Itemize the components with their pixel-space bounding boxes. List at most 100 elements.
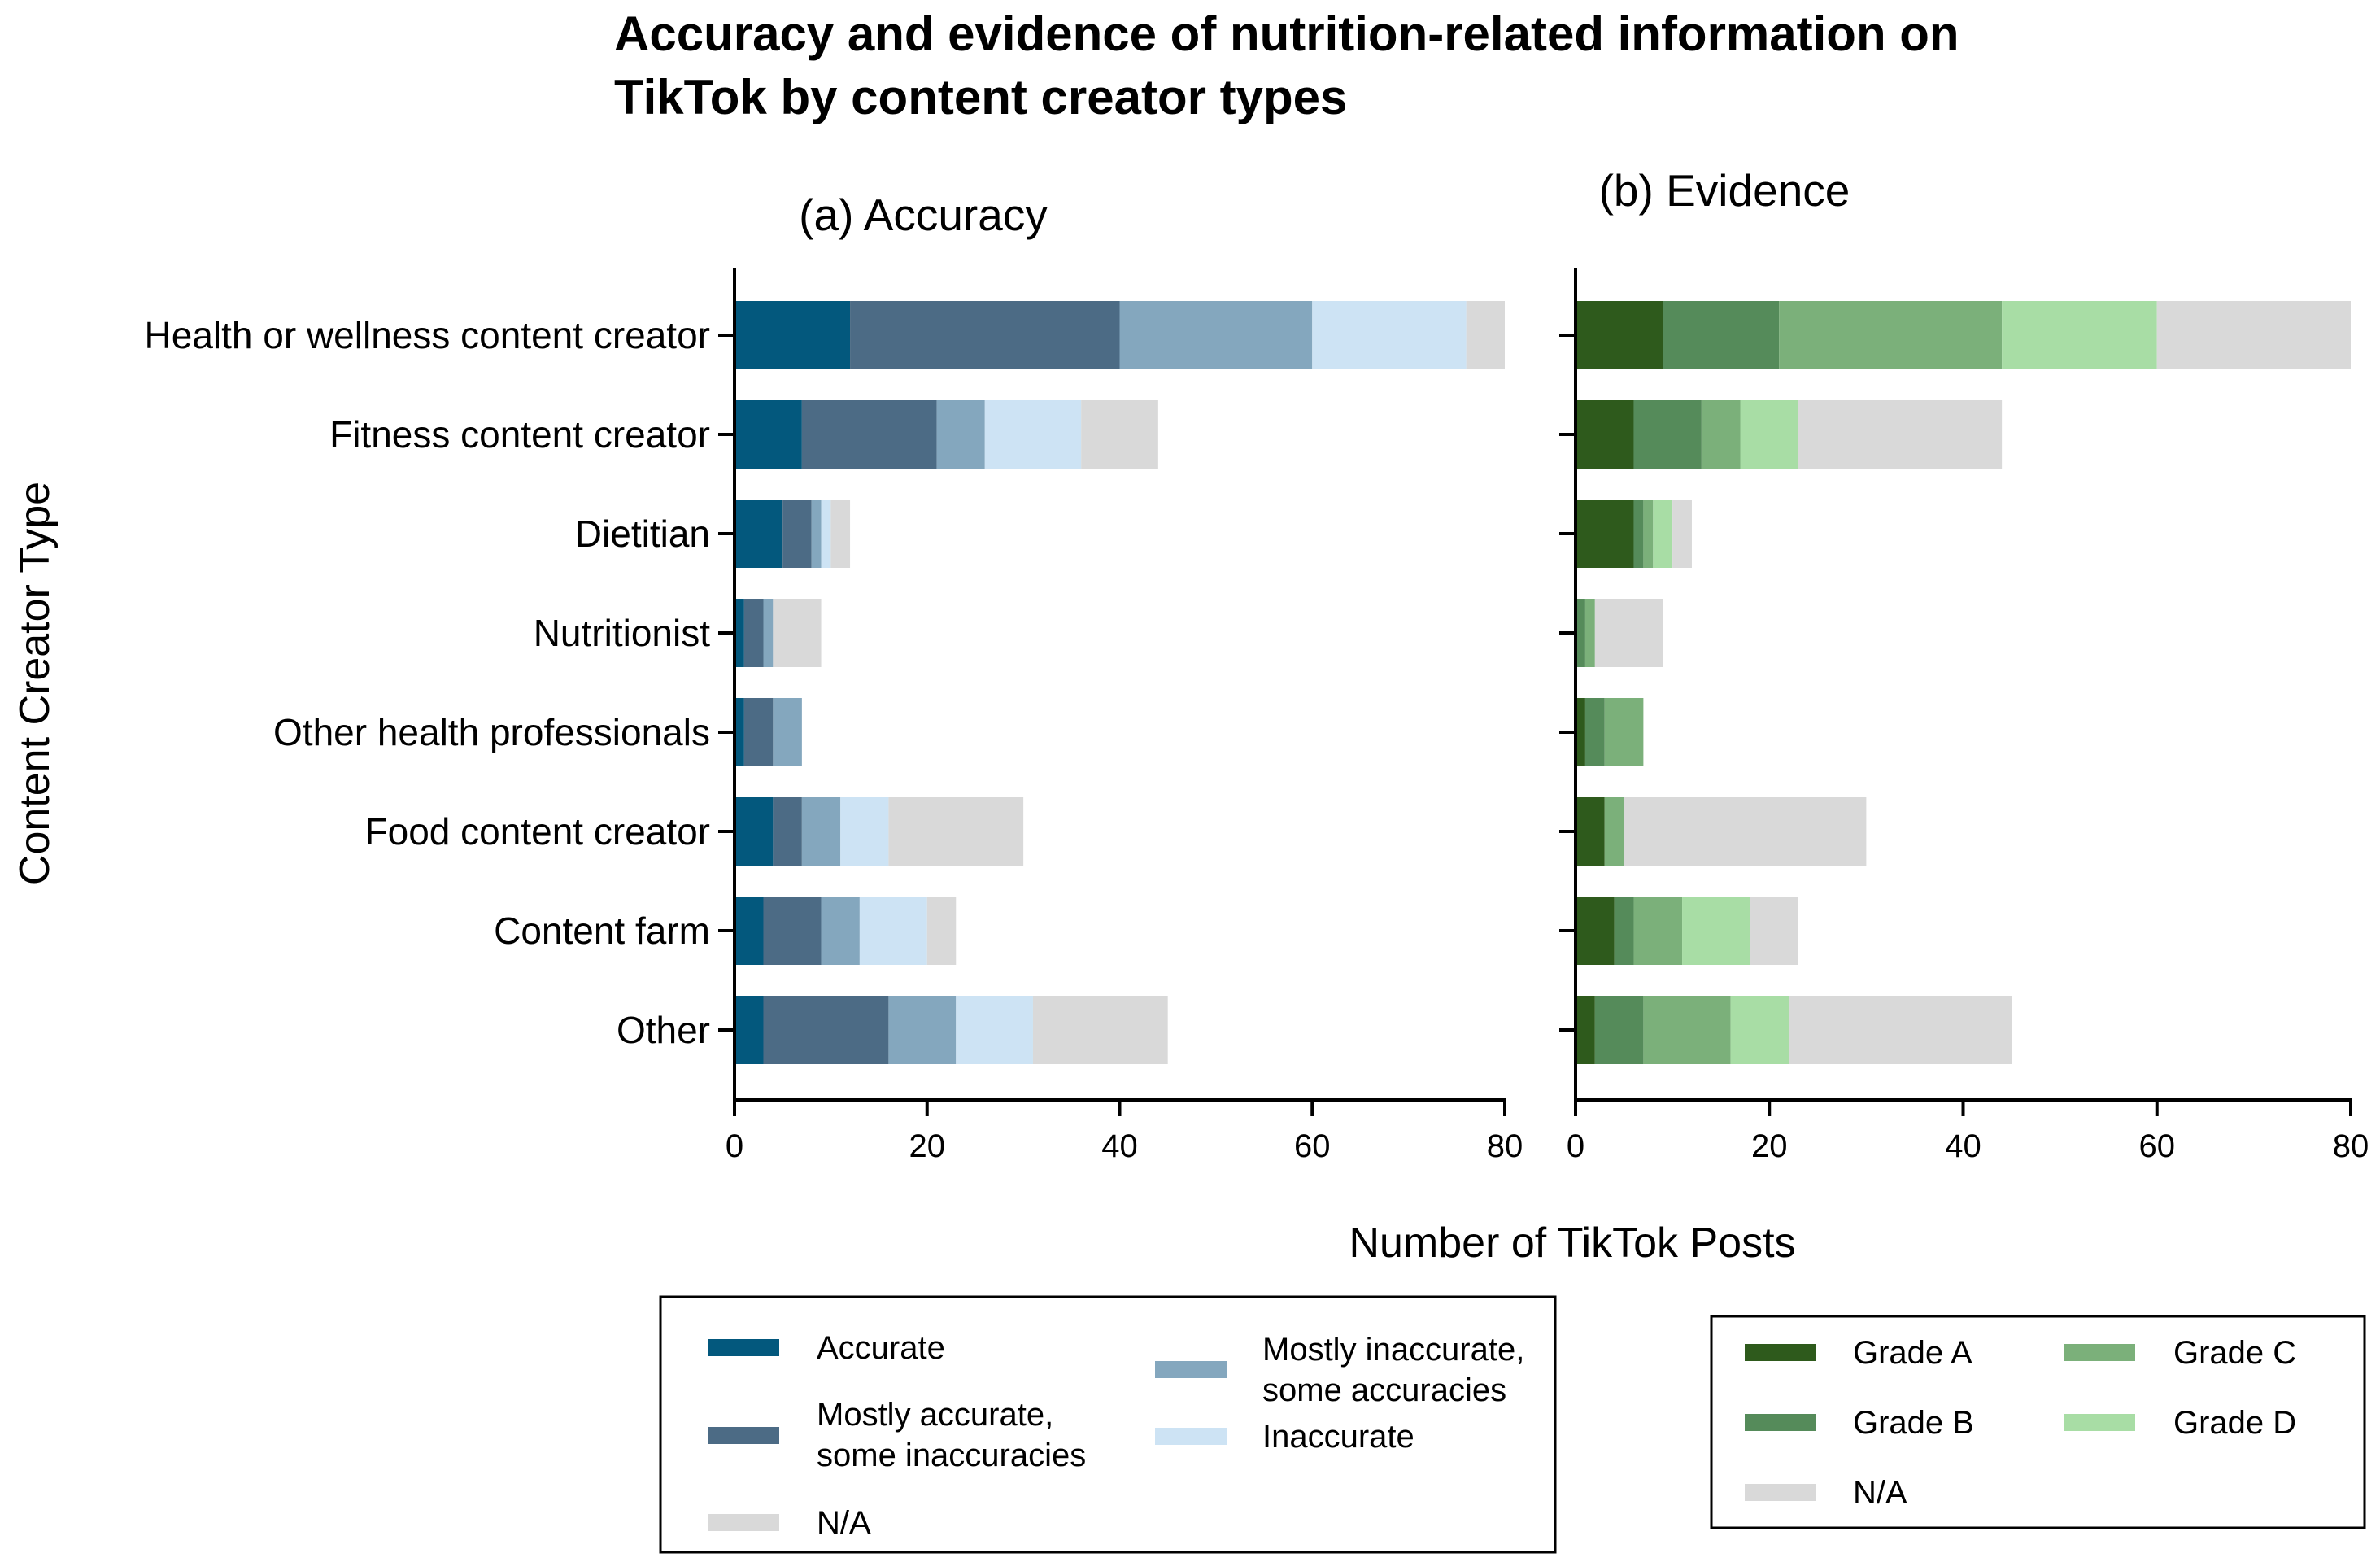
bar-b-fitness-content-creator-n-a	[1798, 400, 2003, 469]
bar-a-other-accurate	[734, 996, 764, 1064]
bar-a-fitness-content-creator-mostly-accurate-some-inaccuracies	[801, 400, 937, 469]
bar-a-dietitian-accurate	[734, 500, 783, 568]
bar-a-other-health-professionals-mostly-inaccurate-some-accuracies	[773, 698, 802, 766]
bar-a-health-or-wellness-content-creator-mostly-inaccurate-some-accuracies	[1119, 301, 1313, 369]
category-label-fitness-content-creator: Fitness content creator	[329, 413, 710, 456]
category-label-nutritionist: Nutritionist	[534, 612, 711, 654]
x-tick-label-b: 60	[2139, 1128, 2176, 1164]
bar-a-content-farm-mostly-inaccurate-some-accuracies	[821, 897, 860, 965]
bar-b-nutritionist-grade-c	[1584, 599, 1595, 667]
bar-b-health-or-wellness-content-creator-grade-d	[2002, 301, 2157, 369]
bar-a-health-or-wellness-content-creator-mostly-accurate-some-inaccuracies	[850, 301, 1120, 369]
x-tick-label-a: 60	[1294, 1128, 1331, 1164]
bar-b-health-or-wellness-content-creator-n-a	[2156, 301, 2351, 369]
bar-a-other-inaccurate	[956, 996, 1033, 1064]
legend-label-a-n-a: N/A	[817, 1505, 871, 1541]
bar-a-content-farm-inaccurate	[859, 897, 927, 965]
bar-b-other-grade-c	[1643, 996, 1731, 1064]
bar-a-food-content-creator-n-a	[888, 797, 1024, 866]
bar-b-other-health-professionals-grade-c	[1604, 698, 1644, 766]
x-tick-label-b: 40	[1945, 1128, 1981, 1164]
bar-b-nutritionist-n-a	[1594, 599, 1663, 667]
chart-title-line-1: Accuracy and evidence of nutrition-relat…	[614, 7, 1959, 61]
x-tick-label-b: 0	[1567, 1128, 1584, 1164]
legend-label-b-grade-b: Grade B	[1853, 1405, 1974, 1441]
bar-b-other-grade-d	[1730, 996, 1789, 1064]
x-tick-label-a: 0	[726, 1128, 743, 1164]
bar-a-other-n-a	[1032, 996, 1168, 1064]
legend-swatch-b-grade-d	[2064, 1414, 2135, 1431]
bar-a-health-or-wellness-content-creator-accurate	[734, 301, 851, 369]
legend-accuracy: Accurate Mostly accurate, some inaccuracie…	[659, 1295, 1557, 1554]
bar-b-content-farm-grade-c	[1633, 897, 1683, 965]
bar-a-food-content-creator-mostly-accurate-some-inaccuracies	[773, 797, 802, 866]
bar-b-dietitian-grade-d	[1653, 500, 1673, 568]
bar-a-other-health-professionals-mostly-accurate-some-inaccuracies	[743, 698, 774, 766]
panel-a-accuracy: Health or wellness content creator Fitnes…	[145, 268, 1523, 1164]
bar-a-food-content-creator-mostly-inaccurate-some-accuracies	[801, 797, 841, 866]
x-tick-label-a: 20	[909, 1128, 946, 1164]
bar-b-fitness-content-creator-grade-b	[1633, 400, 1702, 469]
chart-title-line-2: TikTok by content creator types	[614, 70, 1347, 124]
x-tick-label-a: 40	[1101, 1128, 1138, 1164]
legend-swatch-b-grade-b	[1745, 1414, 1816, 1431]
legend-swatch-a-n-a	[708, 1514, 779, 1531]
bar-a-other-mostly-inaccurate-some-accuracies	[888, 996, 957, 1064]
legend-accuracy-box	[659, 1295, 1557, 1554]
bar-a-other-mostly-accurate-some-inaccuracies	[763, 996, 889, 1064]
bar-a-other-health-professionals-accurate	[734, 698, 744, 766]
bar-a-fitness-content-creator-n-a	[1081, 400, 1158, 469]
panel-b-title: (b) Evidence	[1599, 165, 1850, 216]
bar-b-food-content-creator-n-a	[1624, 797, 1867, 866]
legend-label-b-grade-c: Grade C	[2173, 1335, 2296, 1371]
category-label-health-or-wellness-content-creator: Health or wellness content creator	[145, 314, 710, 356]
legend-label-a-mostly-inaccurate-some-accuracies: Mostly inaccurate, some accuracies	[1262, 1332, 1524, 1408]
bar-b-content-farm-grade-a	[1576, 897, 1615, 965]
bar-b-food-content-creator-grade-a	[1576, 797, 1605, 866]
category-label-dietitian: Dietitian	[575, 513, 710, 555]
y-axis-title: Content Creator Type	[11, 482, 59, 885]
bar-a-nutritionist-accurate	[734, 599, 744, 667]
category-label-food-content-creator: Food content creator	[365, 810, 710, 853]
legend-label-a-accurate: Accurate	[817, 1330, 945, 1366]
panel-a-title: (a) Accuracy	[799, 190, 1048, 240]
bar-b-health-or-wellness-content-creator-grade-a	[1576, 301, 1663, 369]
bar-a-fitness-content-creator-inaccurate	[984, 400, 1082, 469]
bar-b-health-or-wellness-content-creator-grade-b	[1663, 301, 1780, 369]
x-tick-label-b: 20	[1751, 1128, 1788, 1164]
bar-a-nutritionist-mostly-inaccurate-some-accuracies	[763, 599, 774, 667]
legend-label-b-n-a: N/A	[1853, 1475, 1907, 1511]
bar-b-fitness-content-creator-grade-a	[1576, 400, 1634, 469]
bar-a-dietitian-inaccurate	[821, 500, 831, 568]
bar-b-other-grade-b	[1594, 996, 1644, 1064]
bar-b-dietitian-n-a	[1672, 500, 1692, 568]
bar-a-fitness-content-creator-accurate	[734, 400, 802, 469]
bar-b-nutritionist-grade-b	[1576, 599, 1585, 667]
bar-b-health-or-wellness-content-creator-grade-c	[1779, 301, 2003, 369]
bar-a-nutritionist-n-a	[773, 599, 822, 667]
bar-b-dietitian-grade-a	[1576, 500, 1634, 568]
bar-b-content-farm-grade-d	[1682, 897, 1750, 965]
bar-a-dietitian-mostly-accurate-some-inaccuracies	[782, 500, 812, 568]
legend-label-b-grade-a: Grade A	[1853, 1335, 1972, 1371]
bar-a-health-or-wellness-content-creator-n-a	[1466, 301, 1505, 369]
x-tick-label-b: 80	[2333, 1128, 2369, 1164]
legend-evidence-box	[1710, 1315, 2366, 1529]
bar-b-fitness-content-creator-grade-d	[1740, 400, 1798, 469]
bar-a-content-farm-n-a	[926, 897, 957, 965]
bar-b-food-content-creator-grade-c	[1604, 797, 1624, 866]
legend-label-a-mostly-accurate-some-inaccuracies: Mostly accurate, some inaccuracies	[817, 1397, 1086, 1473]
x-tick-label-a: 80	[1487, 1128, 1523, 1164]
panel-b-evidence: 0 20 40 60 80	[1559, 268, 2369, 1164]
bar-b-other-n-a	[1789, 996, 2012, 1064]
category-label-other-health-professionals: Other health professionals	[273, 711, 710, 753]
bar-a-food-content-creator-inaccurate	[840, 797, 889, 866]
legend-label-b-grade-d: Grade D	[2173, 1405, 2296, 1441]
legend-swatch-a-inaccurate	[1155, 1428, 1227, 1445]
bar-b-other-grade-a	[1576, 996, 1595, 1064]
legend-swatch-b-n-a	[1745, 1484, 1816, 1501]
bar-b-fitness-content-creator-grade-c	[1701, 400, 1741, 469]
category-label-other: Other	[617, 1009, 710, 1051]
bar-a-health-or-wellness-content-creator-inaccurate	[1312, 301, 1467, 369]
bar-a-dietitian-mostly-inaccurate-some-accuracies	[811, 500, 822, 568]
